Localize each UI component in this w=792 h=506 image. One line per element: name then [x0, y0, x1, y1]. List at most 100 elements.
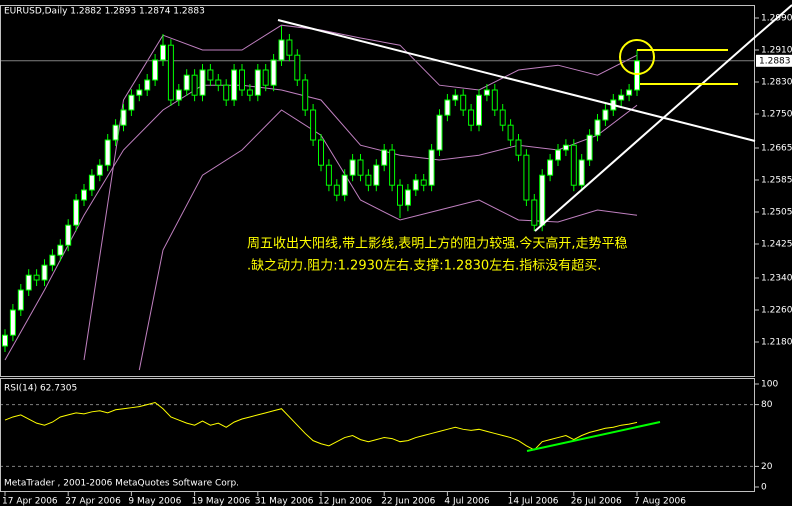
axes: 1.29901.29101.28301.27501.26651.25851.25…	[2, 14, 792, 506]
x-tick-label: 19 May 2006	[192, 497, 251, 506]
y-tick-label: 20	[761, 462, 773, 472]
candle-body	[128, 94, 135, 111]
candle-body	[41, 264, 48, 281]
candle-body	[539, 174, 546, 226]
candle-body	[436, 114, 443, 151]
candle-body	[318, 139, 324, 166]
annotation: .缺之动力.阻力:1.2930左右.支撑:1.2830左右.指标没有超买.	[247, 259, 601, 274]
candle-body	[49, 254, 56, 266]
candle-body	[215, 79, 222, 86]
candle-body	[515, 139, 522, 156]
y-tick-label: 1.2425	[761, 240, 792, 250]
support-trendline-ext	[753, 4, 792, 39]
candle-body	[634, 60, 640, 91]
x-tick-label: 12 Jun 2006	[318, 497, 372, 506]
x-tick-label: 27 Apr 2006	[65, 497, 121, 506]
x-tick-label: 4 Jul 2006	[444, 497, 489, 506]
candle-body	[191, 74, 198, 96]
y-tick-label: 100	[761, 380, 778, 390]
candle-body	[310, 109, 317, 141]
candle-body	[239, 69, 245, 91]
candle-body	[160, 44, 166, 61]
candle-body	[104, 139, 111, 166]
candle-body	[81, 189, 87, 201]
rsi-trendline	[526, 421, 661, 452]
candle-body	[262, 69, 269, 86]
candle-body	[112, 124, 119, 141]
candle-body	[199, 69, 206, 96]
candle-body	[286, 39, 293, 56]
candle-body	[555, 149, 561, 161]
candle-body	[531, 199, 538, 226]
rsi-title: RSI(14) 62.7305	[4, 384, 77, 394]
candle-body	[152, 59, 159, 81]
x-tick-label: 22 Jun 2006	[381, 497, 435, 506]
x-tick-label: 7 Aug 2006	[634, 497, 686, 506]
main-plot	[1, 24, 754, 371]
candle-body	[278, 39, 285, 61]
candle-body	[602, 109, 609, 121]
y-tick-label: 1.2260	[761, 306, 792, 316]
candle-body	[333, 184, 340, 196]
candle-body	[468, 109, 475, 126]
candle-body	[120, 109, 127, 126]
candle-body	[570, 144, 577, 186]
candle-body	[33, 274, 40, 281]
rsi-plot	[1, 401, 754, 467]
candle-body	[547, 159, 554, 176]
candle-body	[25, 274, 32, 291]
candle-body	[365, 174, 372, 186]
y-tick-label: 1.2665	[761, 144, 792, 154]
candle-body	[136, 89, 143, 96]
y-tick-label: 1.2340	[761, 274, 792, 284]
candle-body	[404, 189, 411, 206]
candle-body	[412, 179, 419, 191]
candle-body	[428, 149, 435, 186]
user-drawings	[277, 4, 792, 452]
candle-body	[618, 94, 625, 101]
candle-body	[594, 119, 601, 136]
chart-title: EURUSD,Daily 1.2882 1.2893 1.2874 1.2883	[4, 7, 205, 17]
last-price-label: 1.2883	[759, 56, 791, 66]
main-panel	[0, 5, 755, 377]
candle-body	[389, 149, 396, 186]
x-tick-label: 9 May 2006	[128, 497, 181, 506]
candle-body	[270, 59, 277, 86]
candle-body	[507, 124, 514, 141]
candle-body	[562, 144, 569, 151]
rsi-line	[4, 401, 638, 451]
candle-body	[96, 164, 103, 176]
band-line	[83, 24, 638, 361]
y-tick-label: 1.2585	[761, 176, 792, 186]
candle-body	[373, 164, 380, 186]
candle-body	[17, 289, 24, 311]
band-line	[4, 84, 638, 361]
y-tick-label: 80	[761, 400, 773, 410]
candle-body	[2, 334, 8, 347]
candle-body	[175, 89, 182, 101]
y-tick-label: 1.2180	[761, 338, 792, 348]
candle-body	[302, 79, 309, 111]
candle-body	[397, 184, 403, 206]
candle-body	[491, 89, 498, 111]
y-tick-label: 1.2830	[761, 78, 792, 88]
candle-body	[357, 159, 364, 176]
candle-body	[523, 154, 530, 201]
candle-body	[499, 109, 506, 126]
candle-body	[476, 94, 482, 126]
candle-body	[254, 69, 261, 96]
candle-body	[207, 69, 214, 81]
x-tick-label: 17 Apr 2006	[2, 497, 58, 506]
footer: MetaTrader , 2001-2006 MetaQuotes Softwa…	[4, 479, 239, 489]
band-line	[138, 109, 638, 371]
x-tick-label: 26 Jul 2006	[571, 497, 622, 506]
candle-body	[578, 159, 585, 186]
y-tick-label: 0	[761, 483, 767, 493]
candle-body	[325, 164, 332, 186]
candle-body	[341, 174, 348, 196]
candle-body	[586, 134, 593, 161]
candle-body	[144, 79, 151, 91]
candle-body	[183, 74, 190, 91]
y-tick-label: 1.2750	[761, 110, 792, 120]
y-tick-label: 1.2910	[761, 46, 792, 56]
